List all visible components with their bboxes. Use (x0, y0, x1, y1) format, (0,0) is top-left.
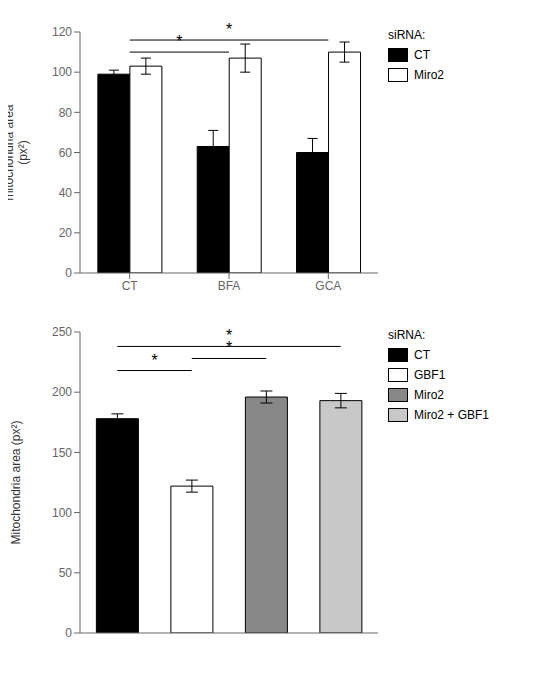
svg-text:120: 120 (52, 25, 72, 39)
html-text:CT: CT (414, 48, 430, 62)
svg-text:*: * (226, 21, 232, 38)
html-text:Miro2: Miro2 (414, 388, 444, 402)
html-text:siRNA:: siRNA: (388, 328, 426, 342)
html-text:siRNA:: siRNA: (388, 28, 426, 42)
html-text:Miro2 + GBF1: Miro2 + GBF1 (414, 408, 489, 422)
svg-text:150: 150 (52, 446, 72, 460)
svg-text:100: 100 (52, 506, 72, 520)
svg-text:50: 50 (59, 566, 73, 580)
svg-text:mitochondria area(px²): mitochondria area(px²) (8, 104, 30, 200)
svg-text:80: 80 (59, 106, 73, 120)
svg-text:250: 250 (52, 325, 72, 339)
svg-text:CT: CT (122, 279, 139, 293)
svg-text:BFA: BFA (218, 279, 241, 293)
svg-text:*: * (226, 327, 232, 344)
svg-text:60: 60 (59, 146, 73, 160)
svg-text:0: 0 (65, 626, 72, 640)
html-text:Miro2: Miro2 (414, 68, 444, 82)
svg-text:GCA: GCA (315, 279, 341, 293)
svg-text:20: 20 (59, 226, 73, 240)
svg-text:100: 100 (52, 65, 72, 79)
svg-text:Mitochondria area (px²): Mitochondria area (px²) (9, 420, 23, 544)
svg-text:200: 200 (52, 385, 72, 399)
svg-text:0: 0 (65, 266, 72, 280)
svg-text:40: 40 (59, 186, 73, 200)
html-text:CT: CT (414, 348, 430, 362)
svg-text:*: * (176, 33, 182, 50)
svg-text:*: * (151, 352, 157, 369)
html-text:GBF1: GBF1 (414, 368, 446, 382)
